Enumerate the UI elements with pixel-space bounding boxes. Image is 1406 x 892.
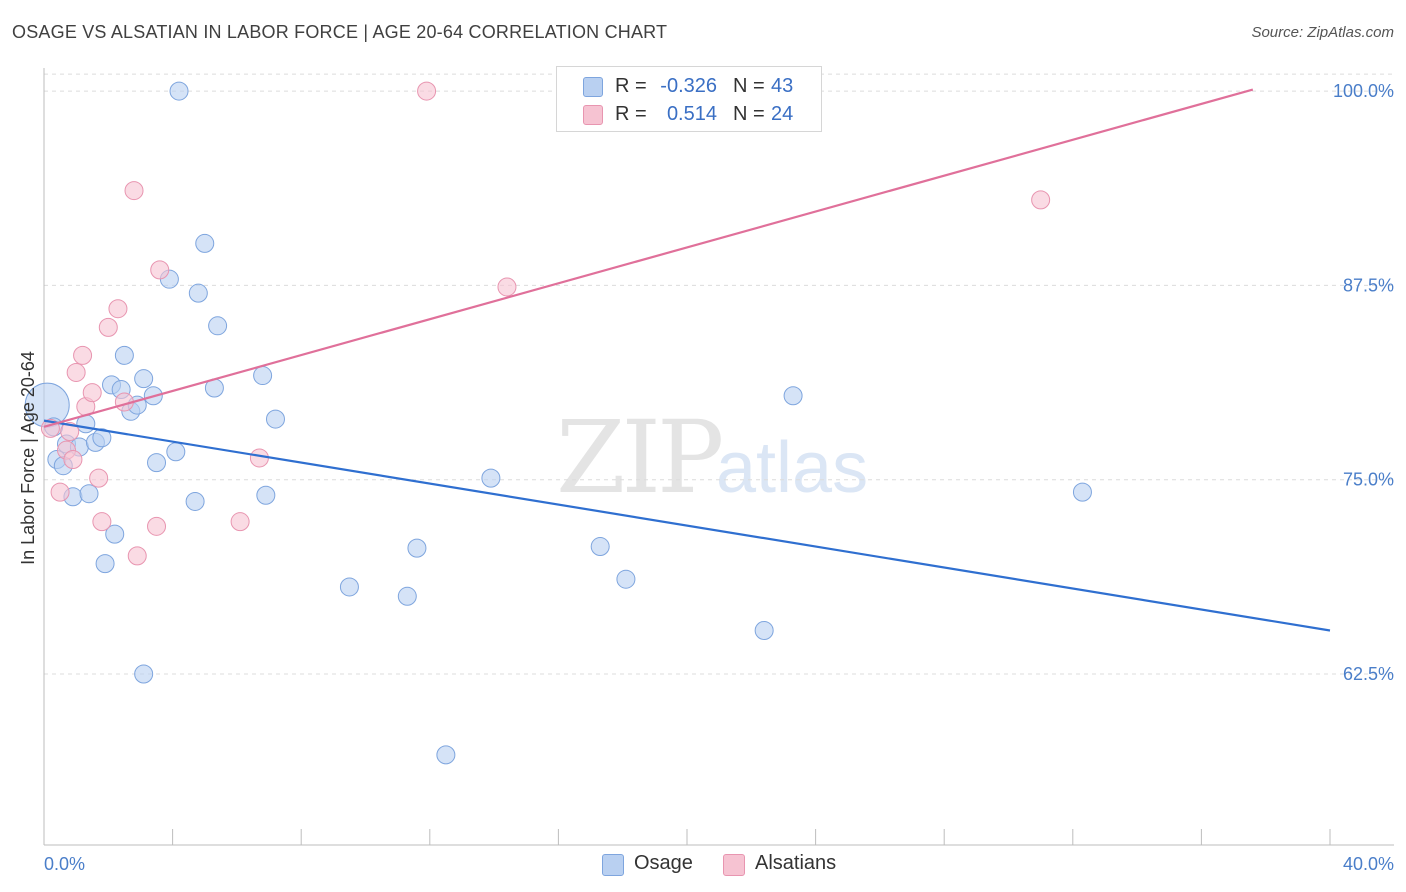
osage-swatch (583, 77, 603, 97)
trend-lines (43, 88, 1331, 632)
osage-point-19 (134, 369, 154, 389)
alsatian-point-16 (147, 516, 167, 536)
alsatian-point-12 (108, 299, 128, 319)
alsatian-point-20 (417, 81, 437, 101)
alsatian-point-8 (82, 383, 102, 403)
alsatian-points (40, 81, 1051, 566)
osage-point-37 (481, 468, 501, 488)
alsatian-point-4 (63, 449, 83, 469)
legend-row-osage: R = -0.326 N = 43 (557, 73, 821, 101)
alsatian-point-19 (249, 448, 269, 468)
alsatian-point-11 (98, 317, 118, 337)
alsatian-point-5 (66, 362, 86, 382)
osage-point-21 (147, 453, 167, 473)
osage-trend-line (43, 419, 1331, 632)
osage-point-27 (195, 233, 215, 253)
osage-point-34 (397, 586, 417, 606)
series-legend: Osage Alsatians (0, 852, 1406, 880)
osage-point-33 (339, 577, 359, 597)
alsatian-legend-swatch (723, 854, 745, 876)
alsatian-point-14 (124, 181, 144, 201)
osage-r-label: R = (615, 75, 647, 97)
osage-n-value: 43 (771, 75, 794, 97)
alsatian-point-17 (150, 260, 170, 280)
osage-point-25 (185, 491, 205, 511)
osage-point-10 (92, 428, 112, 448)
watermark: ZIP atlas (556, 399, 868, 516)
osage-r-value: -0.326 (660, 75, 717, 97)
osage-point-30 (253, 366, 273, 386)
alsatian-point-6 (73, 345, 93, 365)
osage-point-32 (265, 409, 285, 429)
alsatian-point-15 (127, 546, 147, 566)
alsatian-point-3 (60, 422, 80, 442)
y-tick-label-1: 75.0% (1343, 470, 1394, 490)
osage-n-label: N = (733, 75, 765, 97)
osage-point-42 (1072, 482, 1092, 502)
osage-point-36 (436, 745, 456, 765)
watermark-atlas: atlas (716, 428, 868, 508)
watermark-zip: ZIP (556, 399, 721, 516)
x-tick-max: 40.0% (1343, 854, 1394, 874)
osage-legend-label: Osage (634, 852, 693, 874)
alsatian-trend-line (43, 88, 1254, 428)
osage-point-13 (105, 524, 125, 544)
osage-point-38 (590, 537, 610, 557)
alsatian-point-21 (497, 277, 517, 297)
osage-point-29 (208, 316, 228, 336)
osage-point-15 (114, 345, 134, 365)
osage-point-40 (754, 620, 774, 640)
osage-legend-swatch (602, 854, 624, 876)
x-tick-min: 0.0% (44, 854, 85, 874)
source-credit: Source: ZipAtlas.com (1251, 24, 1394, 41)
osage-point-23 (166, 442, 186, 462)
alsatian-point-22 (1031, 190, 1051, 210)
alsatian-n-value: 24 (771, 103, 794, 125)
y-axis-label: In Labor Force | Age 20-64 (18, 351, 38, 565)
osage-point-18 (134, 664, 154, 684)
gridlines (44, 73, 1394, 675)
alsatian-point-9 (89, 468, 109, 488)
alsatian-n-label: N = (733, 103, 765, 125)
y-tick-label-3: 100.0% (1333, 81, 1394, 101)
y-tick-labels: 62.5% 75.0% 87.5% 100.0% (1333, 81, 1394, 684)
osage-point-41 (783, 386, 803, 406)
alsatian-point-1 (50, 482, 70, 502)
osage-point-26 (188, 283, 208, 303)
alsatian-point-10 (92, 512, 112, 532)
osage-point-24 (169, 81, 189, 101)
legend-row-alsatians: R = 0.514 N = 24 (557, 101, 821, 129)
osage-point-8 (79, 484, 99, 504)
osage-point-11 (95, 554, 115, 574)
osage-point-31 (256, 485, 276, 505)
y-tick-label-2: 87.5% (1343, 275, 1394, 295)
axes (43, 68, 1394, 846)
stats-legend: R = -0.326 N = 43 R = 0.514 N = 24 (556, 66, 822, 132)
osage-point-39 (616, 569, 636, 589)
alsatian-legend-label: Alsatians (755, 852, 837, 874)
chart-title: OSAGE VS ALSATIAN IN LABOR FORCE | AGE 2… (12, 22, 668, 42)
osage-point-35 (407, 538, 427, 558)
y-tick-label-0: 62.5% (1343, 664, 1394, 684)
alsatian-swatch (583, 105, 603, 125)
alsatian-point-18 (230, 512, 250, 532)
alsatian-r-value: 0.514 (666, 103, 717, 125)
alsatian-r-label: R = (615, 103, 647, 125)
